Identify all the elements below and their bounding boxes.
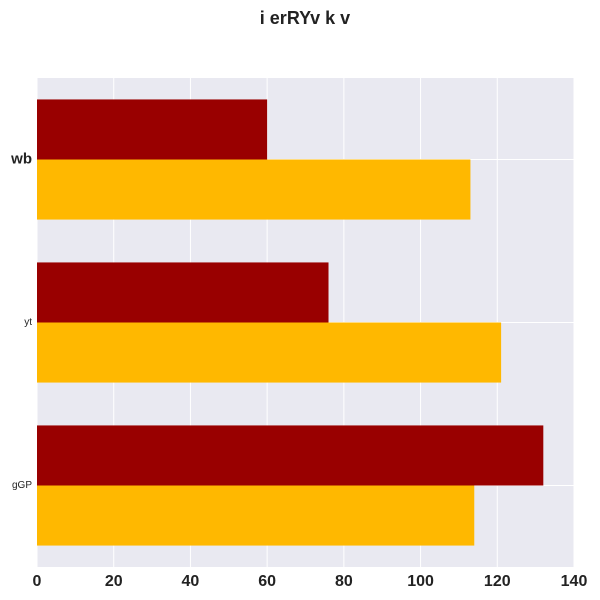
y-axis-ticks: wb yt gGP (10, 150, 32, 491)
bar-series2-wb (37, 159, 471, 220)
x-tick-label: 0 (33, 573, 42, 590)
bars (37, 99, 544, 546)
x-axis-ticks: 0 20 40 60 80 100 120 140 (33, 573, 588, 590)
bar-series1-gGP (37, 425, 544, 486)
bar-series2-gGP (37, 485, 475, 546)
bar-series2-yt (37, 322, 502, 383)
x-tick-label: 40 (182, 573, 200, 590)
y-tick-label: gGP (12, 480, 32, 491)
x-tick-label: 120 (484, 573, 511, 590)
y-tick-label: yt (24, 317, 32, 328)
x-tick-label: 20 (105, 573, 123, 590)
chart-title: i erRYv k v (260, 8, 350, 28)
y-tick-label: wb (10, 150, 32, 167)
x-tick-label: 100 (407, 573, 434, 590)
bar-series1-yt (37, 262, 329, 323)
x-tick-label: 80 (335, 573, 353, 590)
bar-series1-wb (37, 99, 268, 160)
x-tick-label: 140 (561, 573, 588, 590)
x-tick-label: 60 (258, 573, 276, 590)
